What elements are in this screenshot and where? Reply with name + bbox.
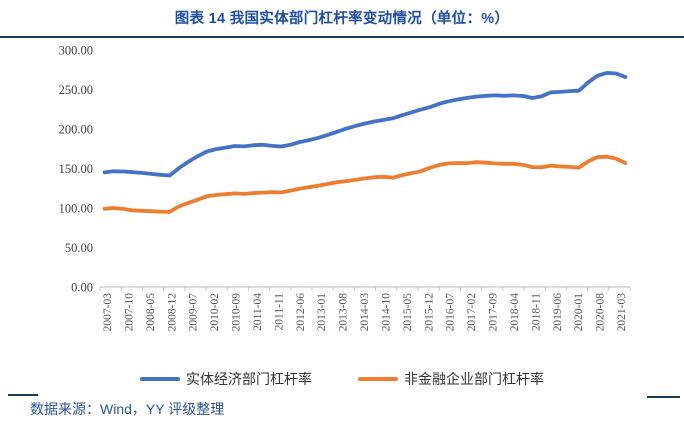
x-axis-tick-label: 2010-02 — [209, 293, 221, 332]
y-axis-tick-label: 50.00 — [65, 241, 93, 255]
x-axis-tick-label: 2008-05 — [145, 293, 157, 332]
x-axis-tick-label: 2017-09 — [488, 293, 500, 332]
x-axis-tick-label: 2013-01 — [316, 293, 328, 332]
y-axis-tick-label: 100.00 — [59, 202, 93, 216]
y-axis-tick-label: 0.00 — [71, 281, 93, 295]
x-axis-tick-label: 2009-07 — [188, 293, 200, 332]
series-line-real-economy — [102, 71, 628, 178]
x-axis-tick-label: 2007-10 — [123, 293, 135, 332]
x-axis-tick-label: 2019-06 — [552, 293, 564, 332]
x-axis-tick-label: 2015-12 — [423, 293, 435, 332]
x-axis-tick-label: 2018-11 — [530, 293, 542, 331]
x-axis-tick-label: 2017-02 — [466, 293, 478, 332]
x-axis-tick-label: 2021-03 — [616, 293, 628, 332]
title-divider — [0, 36, 684, 38]
x-axis-tick-label: 2008-12 — [166, 293, 178, 332]
x-axis-tick-label: 2010-09 — [231, 293, 243, 332]
legend-line-swatch-orange — [358, 377, 398, 381]
legend-label-real-economy: 实体经济部门杠杆率 — [186, 373, 312, 388]
x-axis-tick-label: 2011-04 — [252, 293, 264, 331]
legend-line-swatch-blue — [140, 377, 180, 381]
x-axis-tick-label: 2014-03 — [359, 293, 371, 332]
legend-item-non-financial-corporate: 非金融企业部门杠杆率 — [358, 369, 544, 389]
x-axis-tick-label: 2014-10 — [380, 293, 392, 332]
x-axis-tick-label: 2015-05 — [402, 293, 414, 332]
legend-label-non-financial-corporate: 非金融企业部门杠杆率 — [404, 373, 544, 388]
leverage-line-chart: 0.00 50.00 100.00 150.00 200.00 250.00 300.00 2… — [59, 44, 631, 332]
y-axis-tick-label: 200.00 — [59, 123, 93, 137]
x-axis-tick-label: 2012-06 — [295, 293, 307, 332]
y-axis-tick-label: 150.00 — [59, 162, 93, 176]
chart-legend: 实体经济部门杠杆率 非金融企业部门杠杆率 — [0, 369, 684, 389]
x-axis-tick-label: 2011-11 — [273, 293, 285, 331]
source-note: 数据来源：Wind，YY 评级整理 — [30, 401, 225, 417]
x-axis-tick-label: 2013-08 — [338, 293, 350, 332]
y-axis-tick-label: 250.00 — [59, 83, 93, 97]
y-axis-tick-label: 300.00 — [59, 44, 93, 58]
footer-rule-right — [647, 396, 680, 398]
footer-rule-left — [8, 394, 38, 396]
x-axis-tick-label: 2018-04 — [509, 293, 521, 332]
x-axis-tick-label: 2020-08 — [595, 293, 607, 332]
series-line-non-financial-corporate — [102, 154, 628, 214]
figure-title: 图表 14 我国实体部门杠杆率变动情况（单位：%） — [174, 11, 510, 27]
x-axis-tick-label: 2007-03 — [102, 293, 114, 332]
x-axis-tick-label: 2016-07 — [445, 293, 457, 332]
x-axis-tick-label: 2020-01 — [573, 293, 585, 332]
legend-item-real-economy: 实体经济部门杠杆率 — [140, 369, 312, 389]
